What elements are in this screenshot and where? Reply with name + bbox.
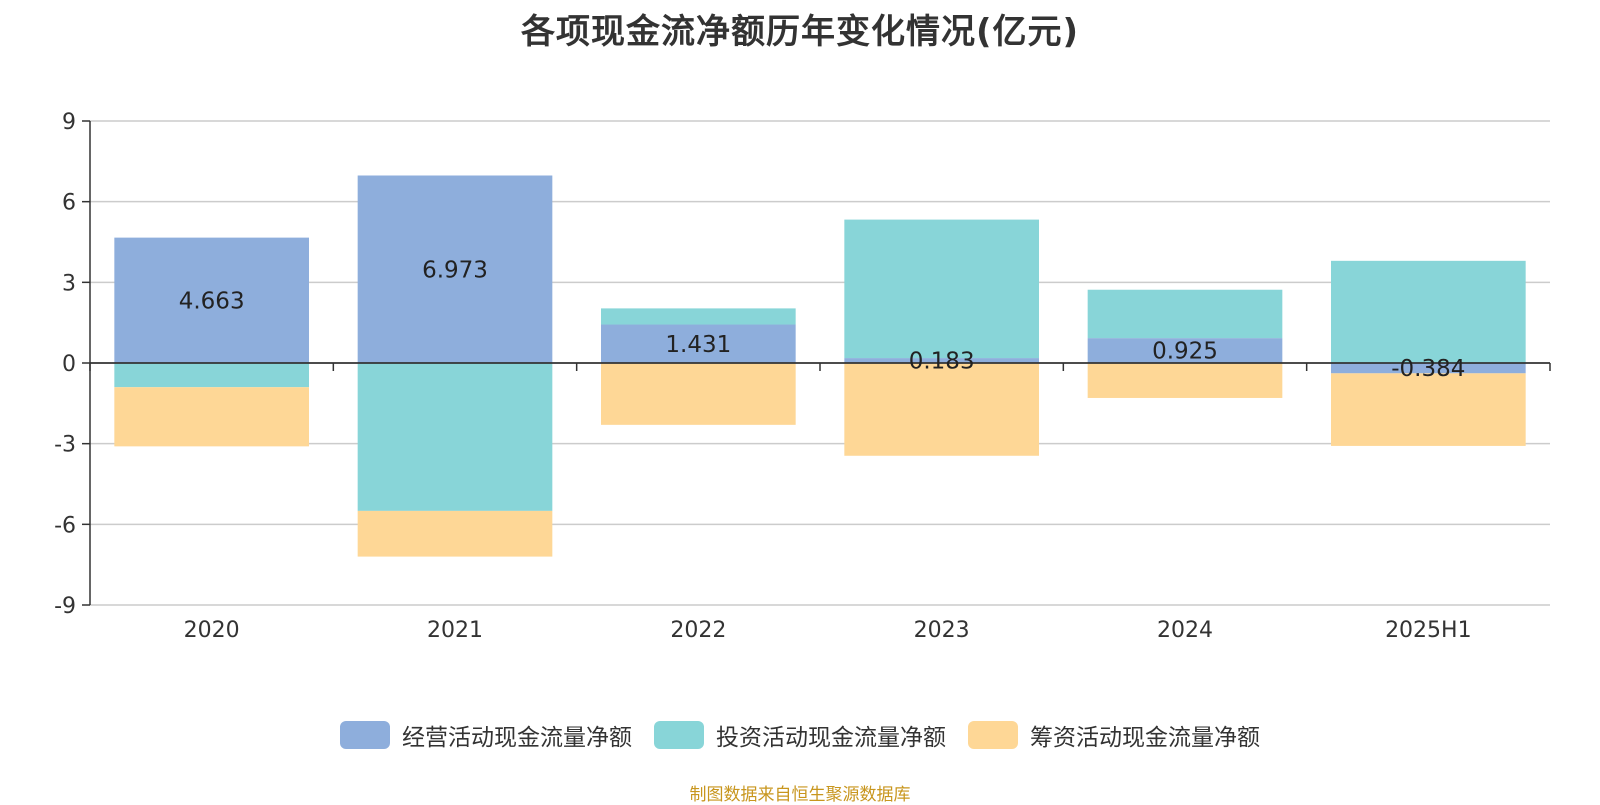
legend-item-investing[interactable]: 投资活动现金流量净额 [654,718,946,752]
data-labels: 4.663 6.973 1.431 0.183 0.925 -0.384 [179,257,1466,382]
bar-operating-2025H1[interactable] [1331,363,1526,374]
bar-financing-2024[interactable] [1087,363,1283,398]
axes: 9 6 3 0 -3 -6 -9 2020 2021 2022 2023 2024 2025H1 [54,110,1551,643]
bar-operating-2022[interactable] [601,324,796,363]
bar-financing-2023[interactable] [844,363,1039,456]
y-tick-label: 0 [62,352,76,377]
y-tick-label: 3 [62,271,76,296]
bar-investing-2021[interactable] [357,363,553,511]
bar-series [114,175,1526,557]
bar-operating-2024[interactable] [1087,338,1283,363]
source-note: 制图数据来自恒生聚源数据库 [689,785,911,805]
x-tick-label: 2023 [914,618,970,643]
data-label-operating-2024: 0.925 [1152,339,1218,365]
bar-financing-2022[interactable] [601,363,796,425]
x-tick-label: 2021 [427,618,483,643]
bar-investing-2020[interactable] [114,363,309,388]
chart-title: 各项现金流净额历年变化情况(亿元) [520,12,1080,52]
bar-financing-2025H1[interactable] [1331,373,1526,446]
bar-operating-2023[interactable] [844,358,1039,363]
bar-investing-2022[interactable] [601,308,796,325]
data-label-operating-2020: 4.663 [179,288,245,314]
y-tick-label: -9 [54,594,76,619]
data-label-operating-2025H1: -0.384 [1391,356,1465,382]
legend-swatch-financing [968,721,1018,749]
x-tick-label: 2020 [184,618,240,643]
bar-operating-2020[interactable] [114,237,309,363]
y-tick-label: 9 [62,110,76,135]
data-label-operating-2022: 1.431 [665,332,731,358]
bar-investing-2024[interactable] [1087,289,1283,339]
legend-swatch-operating [340,721,390,749]
y-tick-label: -3 [54,433,76,458]
legend-label-operating: 经营活动现金流量净额 [402,725,632,751]
data-label-operating-2023: 0.183 [909,349,975,375]
bar-investing-2025H1[interactable] [1331,260,1526,363]
y-tick-label: 6 [62,191,76,216]
chart-plot: 9 6 3 0 -3 -6 -9 2020 2021 2022 2023 2024 2025H1 4.6… [54,110,1551,643]
data-label-operating-2021: 6.973 [422,257,488,283]
x-tick-label: 2025H1 [1385,618,1472,643]
bar-financing-2020[interactable] [114,387,309,447]
x-tick-label: 2022 [670,618,726,643]
legend-item-operating[interactable]: 经营活动现金流量净额 [340,718,632,752]
bar-operating-2021[interactable] [357,175,553,363]
grid-lines [90,120,1550,606]
legend: 经营活动现金流量净额 投资活动现金流量净额 筹资活动现金流量净额 [0,718,1600,752]
bar-financing-2021[interactable] [357,510,553,557]
legend-label-investing: 投资活动现金流量净额 [716,725,946,751]
legend-item-financing[interactable]: 筹资活动现金流量净额 [968,718,1260,752]
legend-label-financing: 筹资活动现金流量净额 [1030,725,1260,751]
x-tick-label: 2024 [1157,618,1213,643]
y-tick-label: -6 [54,513,76,538]
bar-investing-2023[interactable] [844,219,1039,359]
legend-swatch-investing [654,721,704,749]
